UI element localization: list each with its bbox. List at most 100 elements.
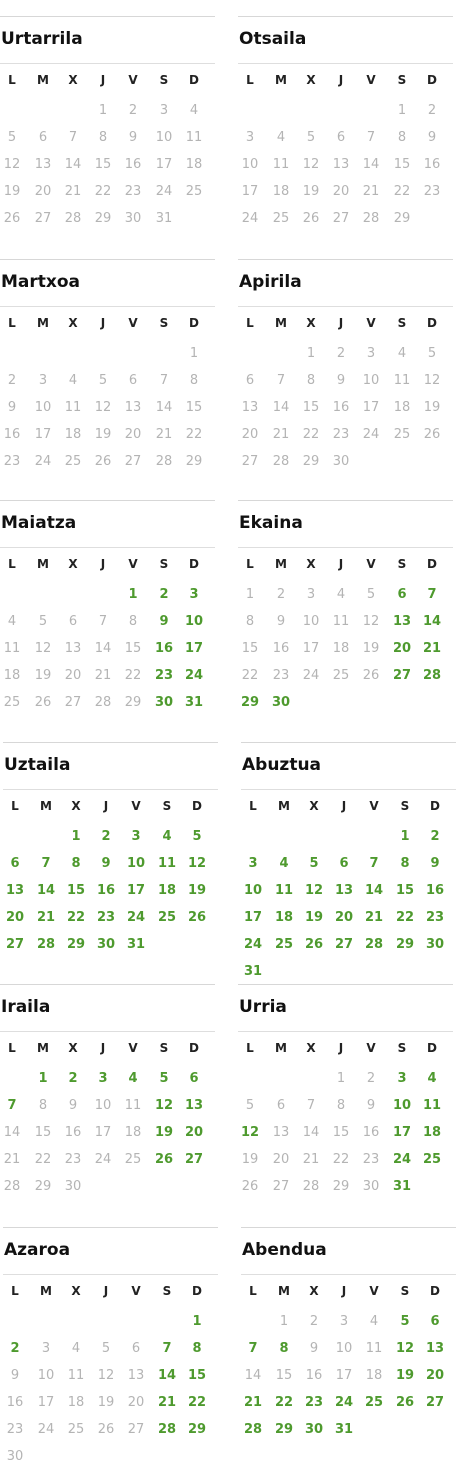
day-cell[interactable]: 29	[118, 694, 148, 712]
day-cell-highlighted[interactable]: 31	[238, 963, 268, 981]
day-cell-highlighted[interactable]: 28	[359, 936, 389, 954]
day-cell[interactable]: 21	[296, 1151, 326, 1169]
day-cell[interactable]: 7	[296, 1097, 326, 1115]
day-cell-highlighted[interactable]: 21	[238, 1394, 268, 1412]
day-cell[interactable]: 8	[28, 1097, 58, 1115]
day-cell[interactable]: 7	[356, 129, 386, 147]
day-cell-highlighted[interactable]: 22	[182, 1394, 212, 1412]
day-cell[interactable]: 18	[58, 426, 88, 444]
day-cell[interactable]: 26	[0, 210, 27, 228]
day-cell[interactable]: 8	[296, 372, 326, 390]
day-cell[interactable]: 30	[0, 1448, 30, 1466]
day-cell[interactable]: 28	[296, 1178, 326, 1196]
day-cell[interactable]: 16	[326, 399, 356, 417]
day-cell-highlighted[interactable]: 19	[182, 882, 212, 900]
day-cell-highlighted[interactable]: 24	[238, 936, 268, 954]
day-cell[interactable]: 3	[31, 1340, 61, 1358]
day-cell[interactable]: 17	[88, 1124, 118, 1142]
day-cell[interactable]: 19	[296, 183, 326, 201]
day-cell-highlighted[interactable]: 21	[417, 640, 447, 658]
day-cell[interactable]: 23	[58, 1151, 88, 1169]
day-cell-highlighted[interactable]: 4	[118, 1070, 148, 1088]
day-cell[interactable]: 29	[88, 210, 118, 228]
day-cell[interactable]: 18	[179, 156, 209, 174]
day-cell[interactable]: 19	[417, 399, 447, 417]
day-cell[interactable]: 3	[235, 129, 265, 147]
day-cell[interactable]: 10	[88, 1097, 118, 1115]
day-cell-highlighted[interactable]: 9	[420, 855, 450, 873]
day-cell[interactable]: 13	[266, 1124, 296, 1142]
day-cell-highlighted[interactable]: 25	[417, 1151, 447, 1169]
day-cell[interactable]: 20	[235, 426, 265, 444]
day-cell[interactable]: 4	[0, 613, 27, 631]
day-cell[interactable]: 3	[296, 586, 326, 604]
day-cell[interactable]: 24	[356, 426, 386, 444]
day-cell[interactable]: 20	[118, 426, 148, 444]
day-cell[interactable]: 28	[88, 694, 118, 712]
day-cell[interactable]: 9	[266, 613, 296, 631]
day-cell-highlighted[interactable]: 20	[387, 640, 417, 658]
day-cell-highlighted[interactable]: 8	[269, 1340, 299, 1358]
day-cell-highlighted[interactable]: 30	[91, 936, 121, 954]
day-cell[interactable]: 8	[387, 129, 417, 147]
day-cell[interactable]: 30	[58, 1178, 88, 1196]
day-cell[interactable]: 16	[118, 156, 148, 174]
day-cell[interactable]: 14	[88, 640, 118, 658]
day-cell[interactable]: 21	[88, 667, 118, 685]
day-cell-highlighted[interactable]: 22	[269, 1394, 299, 1412]
day-cell[interactable]: 15	[326, 1124, 356, 1142]
day-cell-highlighted[interactable]: 7	[31, 855, 61, 873]
day-cell[interactable]: 9	[356, 1097, 386, 1115]
day-cell[interactable]: 18	[0, 667, 27, 685]
day-cell[interactable]: 27	[121, 1421, 151, 1439]
day-cell-highlighted[interactable]: 28	[152, 1421, 182, 1439]
day-cell-highlighted[interactable]: 15	[61, 882, 91, 900]
day-cell[interactable]: 9	[58, 1097, 88, 1115]
day-cell-highlighted[interactable]: 30	[266, 694, 296, 712]
day-cell[interactable]: 6	[235, 372, 265, 390]
day-cell[interactable]: 13	[326, 156, 356, 174]
day-cell[interactable]: 14	[238, 1367, 268, 1385]
day-cell-highlighted[interactable]: 18	[269, 909, 299, 927]
day-cell[interactable]: 23	[0, 1421, 30, 1439]
day-cell-highlighted[interactable]: 5	[182, 828, 212, 846]
day-cell-highlighted[interactable]: 17	[238, 909, 268, 927]
day-cell[interactable]: 10	[149, 129, 179, 147]
day-cell-highlighted[interactable]: 1	[61, 828, 91, 846]
day-cell-highlighted[interactable]: 17	[387, 1124, 417, 1142]
day-cell-highlighted[interactable]: 7	[238, 1340, 268, 1358]
day-cell[interactable]: 19	[235, 1151, 265, 1169]
day-cell-highlighted[interactable]: 28	[31, 936, 61, 954]
day-cell[interactable]: 26	[296, 210, 326, 228]
day-cell[interactable]: 19	[88, 426, 118, 444]
day-cell-highlighted[interactable]: 15	[390, 882, 420, 900]
day-cell[interactable]: 9	[0, 399, 27, 417]
day-cell[interactable]: 12	[91, 1367, 121, 1385]
day-cell-highlighted[interactable]: 9	[149, 613, 179, 631]
day-cell[interactable]: 23	[0, 453, 27, 471]
day-cell-highlighted[interactable]: 24	[121, 909, 151, 927]
day-cell[interactable]: 22	[118, 667, 148, 685]
day-cell[interactable]: 8	[326, 1097, 356, 1115]
day-cell-highlighted[interactable]: 13	[420, 1340, 450, 1358]
day-cell[interactable]: 12	[417, 372, 447, 390]
day-cell[interactable]: 17	[28, 426, 58, 444]
day-cell[interactable]: 17	[296, 640, 326, 658]
day-cell[interactable]: 23	[356, 1151, 386, 1169]
day-cell[interactable]: 16	[299, 1367, 329, 1385]
day-cell[interactable]: 22	[296, 426, 326, 444]
day-cell-highlighted[interactable]: 29	[390, 936, 420, 954]
day-cell[interactable]: 30	[326, 453, 356, 471]
day-cell-highlighted[interactable]: 16	[420, 882, 450, 900]
day-cell[interactable]: 15	[387, 156, 417, 174]
day-cell[interactable]: 29	[179, 453, 209, 471]
day-cell[interactable]: 14	[0, 1124, 27, 1142]
day-cell[interactable]: 31	[149, 210, 179, 228]
day-cell-highlighted[interactable]: 5	[390, 1313, 420, 1331]
day-cell[interactable]: 6	[118, 372, 148, 390]
day-cell-highlighted[interactable]: 3	[121, 828, 151, 846]
day-cell[interactable]: 5	[0, 129, 27, 147]
day-cell[interactable]: 29	[296, 453, 326, 471]
day-cell-highlighted[interactable]: 31	[329, 1421, 359, 1439]
day-cell[interactable]: 4	[359, 1313, 389, 1331]
